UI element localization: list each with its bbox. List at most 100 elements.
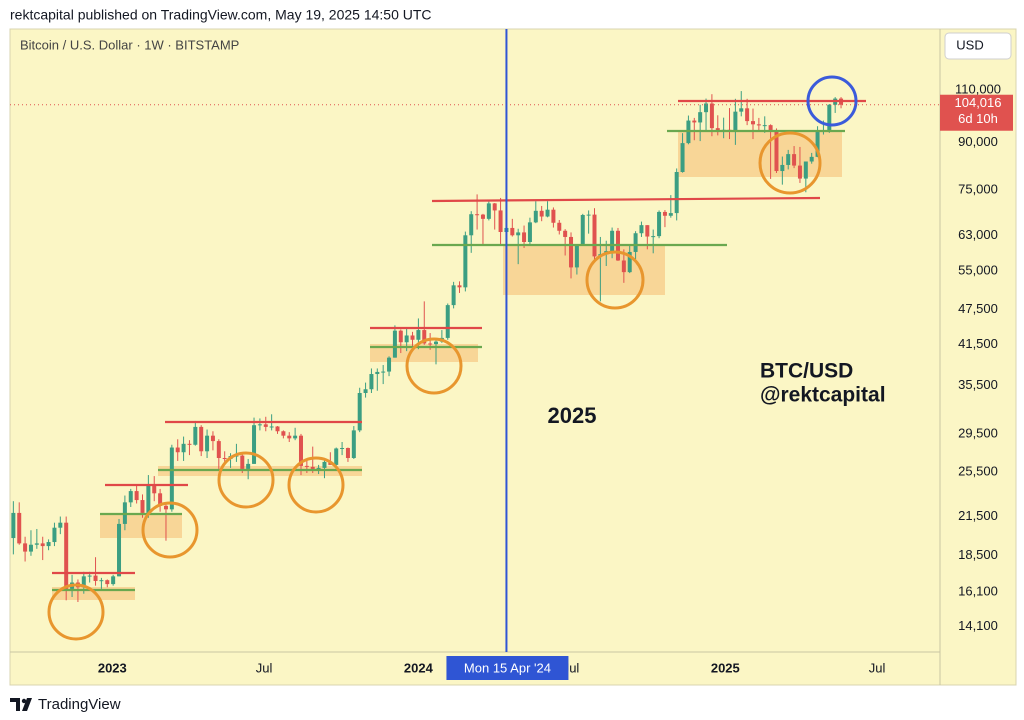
candle-body xyxy=(469,214,474,236)
candle-body xyxy=(756,124,761,126)
candle-body xyxy=(516,232,521,236)
candle-body xyxy=(387,357,392,372)
candle-body xyxy=(498,210,503,233)
candle-body xyxy=(586,214,591,216)
y-tick-label: 63,000 xyxy=(958,227,998,242)
candle-body xyxy=(416,330,421,340)
candle-body xyxy=(551,209,556,223)
candle-body xyxy=(657,211,662,237)
candle-body xyxy=(257,424,262,426)
highlight-circle xyxy=(405,337,463,395)
candle-body xyxy=(193,426,198,445)
candle-body xyxy=(140,500,145,513)
candle-body xyxy=(117,523,122,577)
candle-body xyxy=(803,161,808,179)
currency: USD xyxy=(956,37,983,52)
candle-body xyxy=(815,132,820,157)
y-tick-label: 25,500 xyxy=(958,463,998,478)
candle-body xyxy=(750,121,755,125)
candle-body xyxy=(252,425,257,464)
candle-body xyxy=(557,222,562,231)
candle-body xyxy=(428,343,433,345)
candle-body xyxy=(639,225,644,234)
candle-body xyxy=(293,435,298,439)
candle-body xyxy=(574,244,579,268)
y-tick-label: 16,100 xyxy=(958,584,998,599)
candle-body xyxy=(797,165,802,179)
candle-body xyxy=(281,431,286,436)
candle-body xyxy=(692,120,697,123)
highlight-circle xyxy=(585,250,645,310)
candle-body xyxy=(768,125,773,131)
candle-body xyxy=(105,580,110,585)
y-tick-label: 55,000 xyxy=(958,263,998,278)
candle-body xyxy=(298,435,303,466)
last-price-label: 104,016 xyxy=(955,95,1002,110)
zone xyxy=(100,513,182,538)
currency-button[interactable] xyxy=(944,32,1012,60)
candle-body xyxy=(357,393,362,431)
candle-body xyxy=(345,448,350,459)
candle-body xyxy=(58,522,63,528)
brand: TradingView xyxy=(38,696,121,713)
candle-body xyxy=(199,426,204,452)
highlight-circle xyxy=(47,583,105,641)
candle-body xyxy=(263,424,268,427)
candle-body xyxy=(111,576,116,585)
candle-body xyxy=(187,443,192,445)
countdown: 6d 10h xyxy=(958,111,998,126)
candle-body xyxy=(434,341,439,345)
candle-body xyxy=(205,435,210,452)
candle-body xyxy=(381,371,386,373)
candle-body xyxy=(527,222,532,243)
logo xyxy=(10,698,32,711)
candle-body xyxy=(651,236,656,238)
candle-body xyxy=(486,203,491,219)
candle-body xyxy=(375,371,380,375)
x-tick-label: 2025 xyxy=(711,660,740,675)
candle-body xyxy=(780,164,785,172)
candle-body xyxy=(87,575,92,577)
candle-body xyxy=(662,211,667,216)
x-tick-label: Jul xyxy=(869,660,886,675)
candle-body xyxy=(310,466,315,469)
candle-body xyxy=(786,154,791,165)
candle-body xyxy=(210,435,215,442)
candle-body xyxy=(181,443,186,453)
candle-body xyxy=(774,130,779,172)
candle-body xyxy=(445,305,450,338)
candle-body xyxy=(23,543,28,552)
y-tick-label: 47,500 xyxy=(958,301,998,316)
candle-body xyxy=(175,447,180,453)
candle-body xyxy=(668,213,673,216)
candle-body xyxy=(539,210,544,217)
candle-body xyxy=(11,512,16,539)
highlight-circle xyxy=(758,131,822,195)
y-tick-label: 18,500 xyxy=(958,547,998,562)
candle-body xyxy=(93,575,98,581)
symbol-title: Bitcoin / U.S. Dollar · 1W · BITSTAMP xyxy=(20,37,239,52)
y-tick-label: 75,000 xyxy=(958,182,998,197)
candle-body xyxy=(158,493,163,506)
candle-body xyxy=(745,108,750,122)
candle-body xyxy=(269,426,274,428)
candle-body xyxy=(128,491,133,503)
candle-body xyxy=(475,214,480,216)
candle-body xyxy=(163,505,168,510)
annotation: BTC/USD xyxy=(760,360,853,383)
candle-body xyxy=(809,156,814,162)
candle-body xyxy=(733,111,738,131)
candle-body xyxy=(146,484,151,513)
drawings-top xyxy=(47,75,866,641)
last-price-box xyxy=(940,94,1013,131)
candle-body xyxy=(64,522,69,589)
zone xyxy=(503,245,665,295)
candle-body xyxy=(451,285,456,306)
y-tick-label: 110,000 xyxy=(955,82,1001,97)
current-circle xyxy=(806,75,858,127)
crosshair-label-box xyxy=(446,656,569,680)
candle-body xyxy=(28,544,33,552)
crosshair-label: Mon 15 Apr '24 xyxy=(464,660,551,675)
candle-body xyxy=(322,461,327,468)
